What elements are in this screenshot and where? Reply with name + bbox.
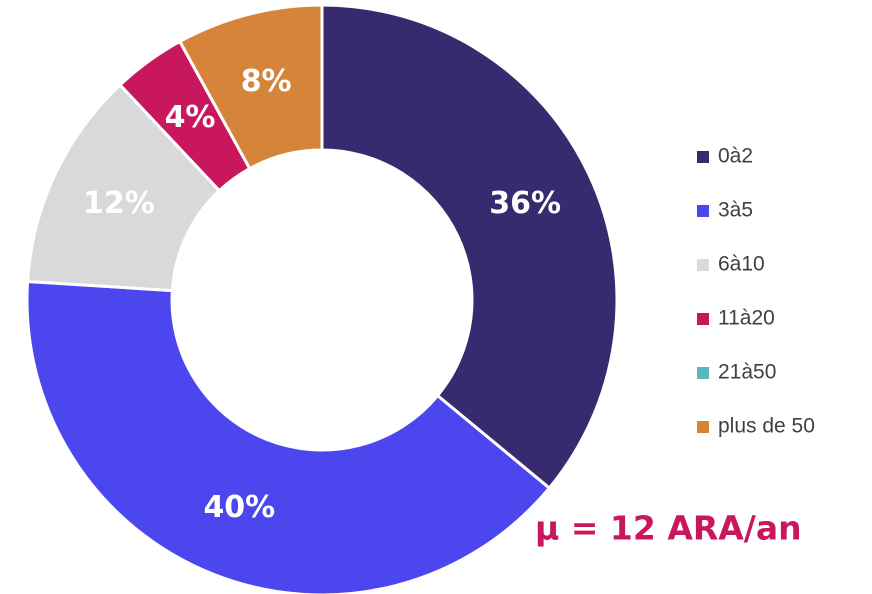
legend-swatch: [697, 421, 709, 433]
slice-label: 36%: [489, 186, 561, 221]
legend-swatch: [697, 205, 709, 217]
legend-label: 0à2: [718, 145, 753, 168]
legend-label: 21à50: [718, 361, 776, 384]
slice: [320, 3, 619, 491]
legend-label: 3à5: [718, 199, 753, 222]
slice-label: 8%: [241, 64, 292, 99]
legend-swatch: [697, 367, 709, 379]
legend-swatch: [697, 313, 709, 325]
slice-label: 4%: [165, 100, 216, 135]
legend-label: 6à10: [718, 253, 765, 276]
legend-swatch: [697, 259, 709, 271]
slice-label: 40%: [203, 490, 275, 525]
slice-label: 12%: [83, 186, 155, 221]
legend-label: 11à20: [718, 307, 775, 330]
annotation: μ = 12 ARA/an: [535, 509, 802, 548]
legend-label: plus de 50: [718, 415, 815, 438]
slice: [177, 3, 324, 171]
slice: [25, 279, 552, 594]
legend-swatch: [697, 151, 709, 163]
